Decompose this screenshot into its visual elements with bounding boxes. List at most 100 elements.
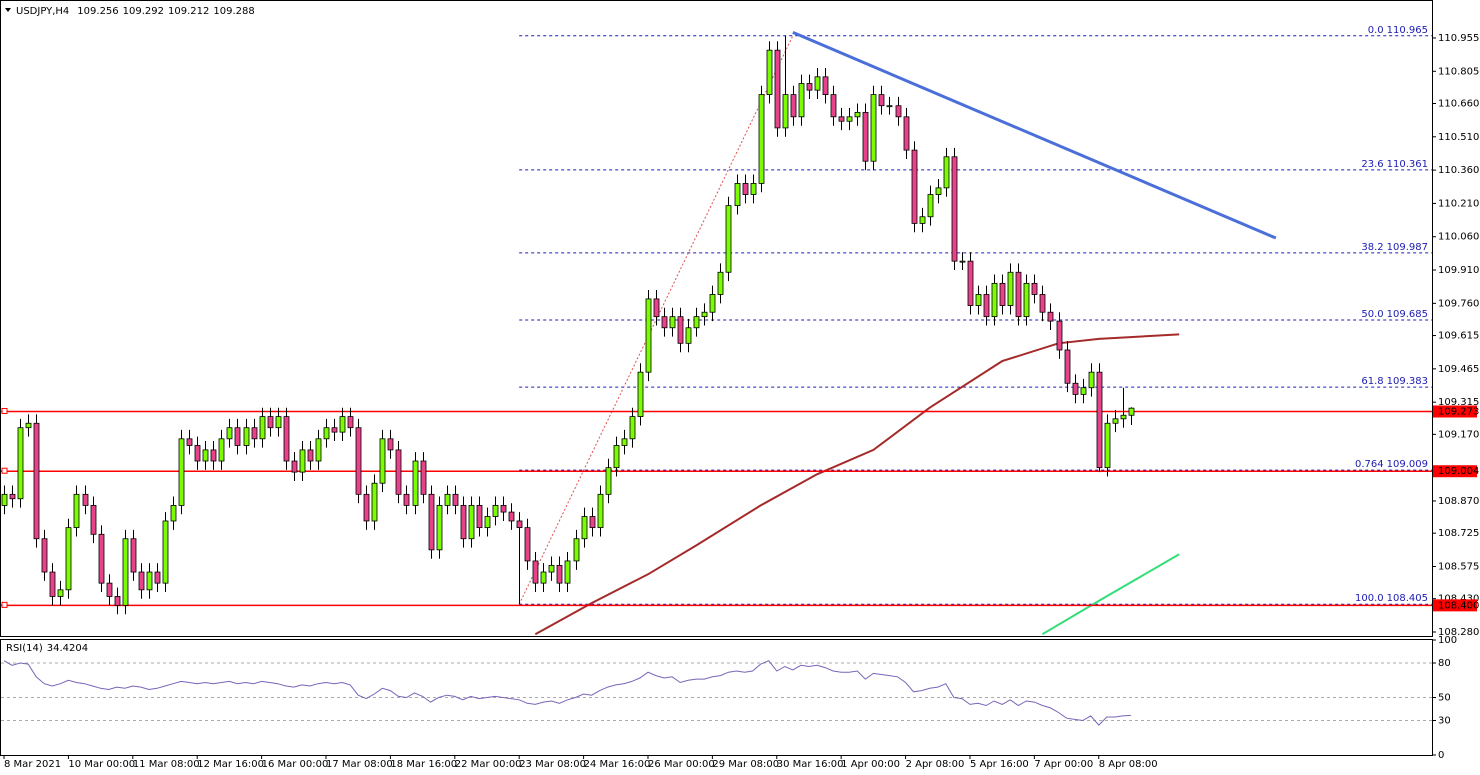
- fib-label: 0.0 110.965: [1368, 25, 1428, 36]
- x-tick-label: 12 Mar 16:00: [197, 759, 264, 770]
- moving-average: [1041, 553, 1180, 636]
- candle-body: [476, 505, 483, 529]
- fib-ratio: 23.6: [1361, 159, 1383, 170]
- y-tick-label: 110.210: [1438, 198, 1479, 209]
- candle-body: [154, 571, 161, 584]
- candle-body: [556, 564, 563, 584]
- candle-body: [830, 94, 837, 118]
- x-tick-label: 11 Mar 08:00: [133, 759, 200, 770]
- candle-body: [1112, 418, 1119, 424]
- y-tick-label: 110.660: [1438, 98, 1479, 109]
- y-tick-label: 108.430: [1438, 594, 1479, 605]
- candle-body: [82, 493, 89, 506]
- candle-body: [307, 449, 314, 462]
- price-panel: [0, 0, 1433, 637]
- candle-body: [621, 438, 628, 446]
- fib-ratio: 100.0: [1355, 593, 1384, 604]
- candle-body: [983, 294, 990, 318]
- candle-body: [717, 271, 724, 295]
- candle-body: [564, 560, 571, 584]
- x-tick-label: 22 Mar 00:00: [455, 759, 522, 770]
- candle-body: [90, 505, 97, 535]
- candle-body: [468, 505, 475, 540]
- fib-label: 0.764 109.009: [1355, 459, 1428, 470]
- candle-body: [73, 493, 80, 529]
- x-tick-label: 17 Mar 08:00: [326, 759, 393, 770]
- candle-body: [903, 116, 910, 151]
- fib-ratio: 50.0: [1361, 309, 1383, 320]
- x-tick-label: 23 Mar 08:00: [519, 759, 586, 770]
- candle-body: [259, 416, 266, 440]
- price-box-label: 108.400: [1438, 600, 1479, 611]
- candle-body: [130, 538, 137, 573]
- x-tick-label: 1 Apr 00:00: [841, 759, 900, 770]
- candle-body: [886, 105, 893, 108]
- candle-body: [540, 571, 547, 584]
- candle-body: [251, 427, 258, 440]
- candle-body: [709, 294, 716, 313]
- price-plot: 0.0 110.965 23.6 110.361 38.2 109.987 50.0 109.…: [1, 25, 1432, 636]
- candle-body: [1, 493, 8, 506]
- fib-label: 38.2 109.987: [1361, 242, 1428, 253]
- candle-body: [798, 83, 805, 118]
- candle-body: [854, 111, 861, 118]
- header-icon: [5, 8, 11, 12]
- low: 109.212: [168, 6, 209, 17]
- y-tick-label: 110.510: [1438, 132, 1479, 143]
- candle-body: [122, 538, 129, 606]
- candle-body: [355, 427, 362, 495]
- fib-price: 108.405: [1387, 593, 1428, 604]
- candle-body: [524, 527, 531, 562]
- rsi-tick-label: 80: [1438, 658, 1451, 669]
- fib-label: 61.8 109.383: [1361, 376, 1428, 387]
- fib-label: 23.6 110.361: [1361, 159, 1428, 170]
- x-tick-label: 26 Mar 00:00: [648, 759, 715, 770]
- rsi-header: RSI(14) 34.4204: [6, 643, 88, 654]
- candle-body: [637, 371, 644, 417]
- candle-body: [734, 183, 741, 207]
- y-tick-label: 109.910: [1438, 265, 1479, 276]
- candle-body: [597, 493, 604, 529]
- candle-body: [959, 260, 966, 263]
- candle-body: [645, 298, 652, 373]
- candle-body: [661, 316, 668, 329]
- candle-body: [951, 156, 958, 262]
- rsi-tick-label: 30: [1438, 716, 1451, 727]
- candle-body: [1088, 371, 1095, 389]
- candle-body: [267, 416, 274, 429]
- y-tick-label: 110.360: [1438, 165, 1479, 176]
- rsi-tick-label: 50: [1438, 693, 1451, 704]
- candle-body: [403, 493, 410, 506]
- y-tick-label: 109.615: [1438, 331, 1479, 342]
- candle-body: [806, 83, 813, 91]
- rsi-name: RSI(14): [6, 643, 43, 654]
- candle-body: [162, 520, 169, 584]
- candle-body: [1031, 282, 1038, 295]
- candle-body: [323, 427, 330, 440]
- candle-body: [693, 316, 700, 329]
- y-tick-label: 110.060: [1438, 232, 1479, 243]
- candle-body: [532, 560, 539, 584]
- candle-body: [927, 194, 934, 218]
- candle-body: [1072, 382, 1079, 395]
- candle-body: [589, 516, 596, 529]
- rsi-line: [3, 660, 1131, 726]
- candle-body: [742, 183, 749, 195]
- candle-body: [484, 516, 491, 529]
- candle-body: [581, 516, 588, 540]
- y-tick-label: 108.725: [1438, 528, 1479, 539]
- candle-body: [202, 449, 209, 462]
- candle-body: [508, 511, 515, 522]
- x-tick-label: 10 Mar 00:00: [68, 759, 135, 770]
- x-tick-label: 8 Mar 2021: [4, 759, 61, 770]
- candle-body: [653, 298, 660, 318]
- y-tick-label: 108.280: [1438, 627, 1479, 638]
- candle-body: [1015, 271, 1022, 318]
- candle-body: [701, 311, 708, 318]
- fib-price: 109.009: [1387, 459, 1428, 470]
- moving-average: [534, 333, 1180, 636]
- price-box: [1433, 405, 1477, 418]
- candle-body: [1056, 320, 1063, 351]
- price-box-label: 109.004: [1438, 466, 1479, 477]
- candle-body: [782, 94, 789, 129]
